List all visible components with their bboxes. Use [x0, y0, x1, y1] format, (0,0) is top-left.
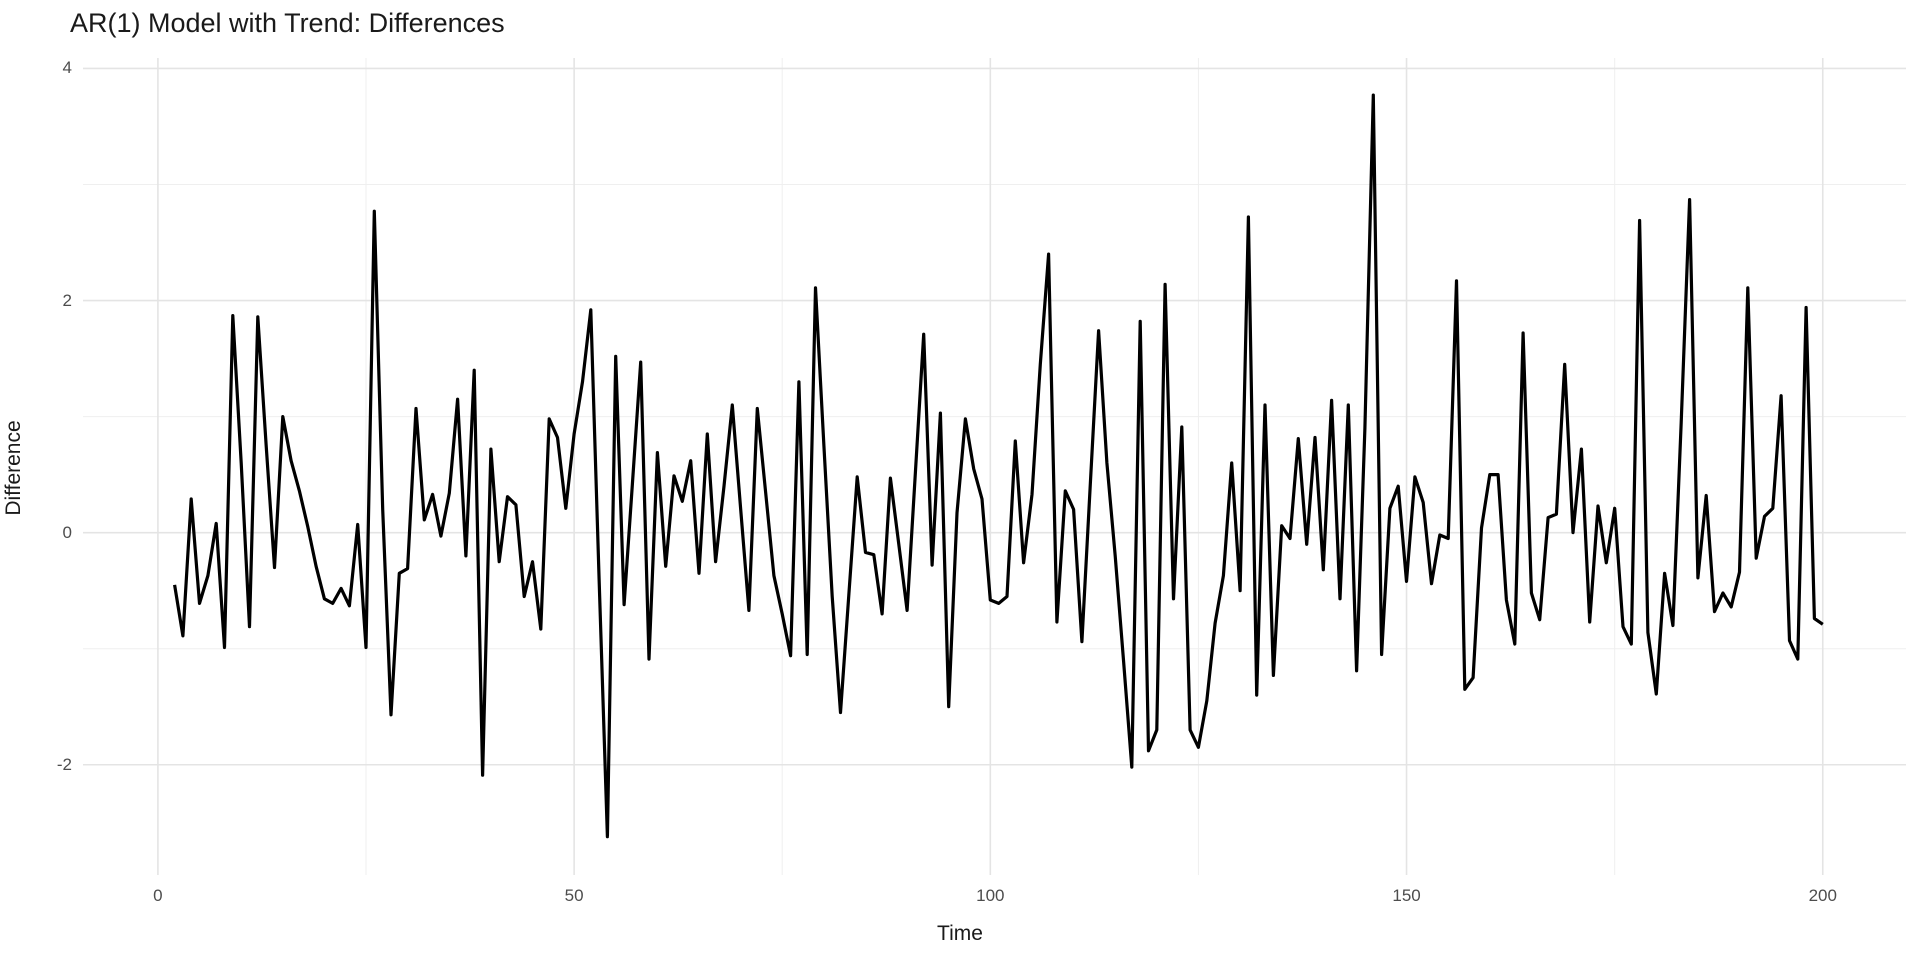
- difference-line-series: [173, 93, 1824, 839]
- x-tick-label: 150: [1392, 886, 1421, 905]
- y-tick-label: 0: [62, 522, 72, 542]
- x-axis-title: Time: [937, 922, 983, 945]
- y-axis-title: Difference: [2, 420, 25, 516]
- x-tick-label: 100: [976, 886, 1005, 905]
- y-tick-label: 4: [62, 58, 72, 78]
- y-tick-label: 2: [62, 290, 72, 310]
- chart-title: AR(1) Model with Trend: Differences: [70, 8, 505, 38]
- x-tick-label: 50: [564, 886, 584, 905]
- y-tick-label: -2: [56, 754, 72, 774]
- x-tick-label: 200: [1808, 886, 1837, 905]
- x-tick-label: 0: [153, 886, 163, 905]
